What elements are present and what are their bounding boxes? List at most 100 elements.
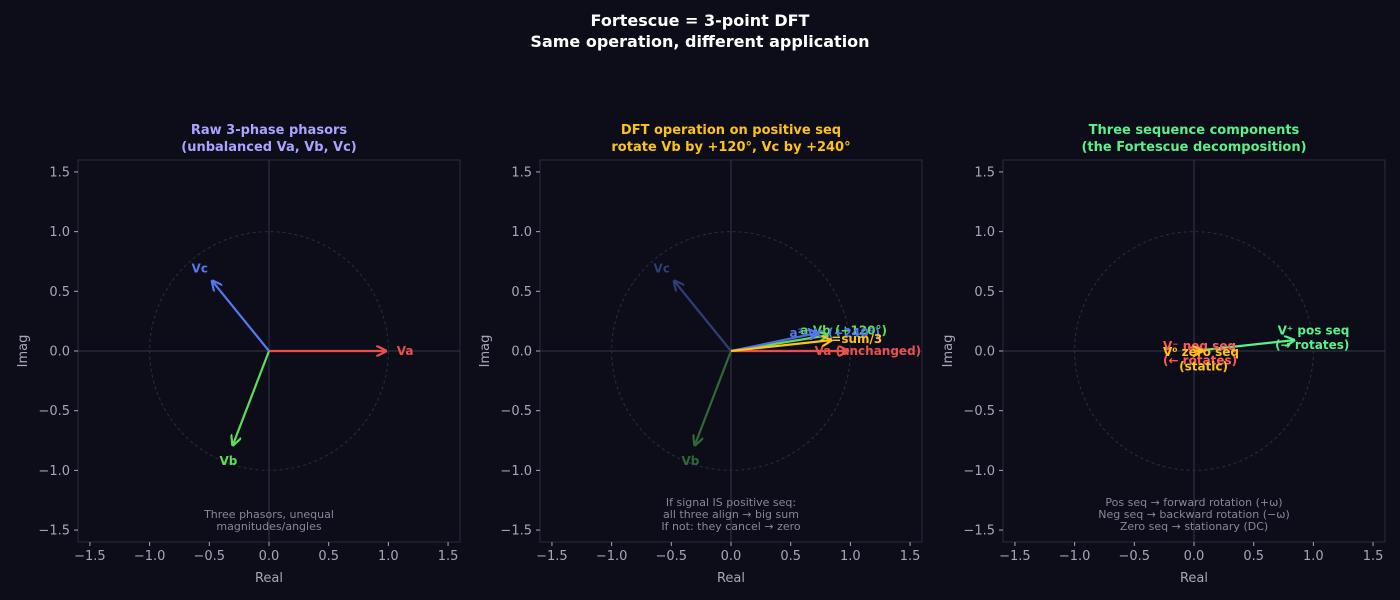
unit-circle xyxy=(611,231,851,471)
y-tick-label: −1.5 xyxy=(38,524,70,539)
panel-note-line: all three align → big sum xyxy=(663,508,799,521)
phasor-arrow xyxy=(730,340,830,353)
panel-note-line: Neg seq → backward rotation (−ω) xyxy=(1098,508,1290,521)
phasor-arrow xyxy=(730,333,817,353)
panel-note-line: Zero seq → stationary (DC) xyxy=(1120,520,1268,533)
phasor-label: V⁺ pos seq xyxy=(1278,324,1350,338)
phasor-arrow xyxy=(695,350,733,444)
y-tick-label: −1.5 xyxy=(963,524,995,539)
y-axis-label: Imag xyxy=(16,335,31,368)
y-tick-label: −1.0 xyxy=(500,464,532,479)
x-tick-label: −1.5 xyxy=(74,549,106,564)
panel-title-line: Raw 3-phase phasors xyxy=(191,123,348,138)
chart-panel-1: −1.5 −1.0 −0.5 0.0 0.5 1.0 1.5 1.5 1.0 0.5 0.0 −0.5… xyxy=(16,123,461,586)
panel-title-line: (the Fortescue decomposition) xyxy=(1081,140,1306,155)
y-tick-label: 1.5 xyxy=(49,165,70,180)
panel-note-line: Three phasors, unequal xyxy=(203,508,334,521)
x-axis-label: Real xyxy=(255,571,283,586)
y-tick-label: 1.0 xyxy=(974,225,995,240)
phasor-label: a·Vb (+120°) xyxy=(800,324,887,338)
x-tick-label: −0.5 xyxy=(194,549,226,564)
phasor-label-secondary: (static) xyxy=(1179,360,1228,374)
phasor-sum-3: =sum/3 xyxy=(730,332,882,353)
figure-title: Fortescue = 3-point DFT Same operation, … xyxy=(530,11,869,51)
phasor-label: Vb xyxy=(681,454,699,468)
x-tick-label: 1.0 xyxy=(1303,549,1324,564)
x-tick-label: −1.0 xyxy=(596,549,628,564)
x-tick-label: 0.5 xyxy=(1243,549,1264,564)
phasor-arrow xyxy=(675,282,732,352)
chart-panel-2: −1.5 −1.0 −0.5 0.0 0.5 1.0 1.5 1.5 1.0 0.5 0.0 −0.5… xyxy=(478,123,923,586)
x-tick-label: −0.5 xyxy=(656,549,688,564)
x-tick-label: 1.5 xyxy=(900,549,921,564)
y-tick-label: −1.0 xyxy=(38,464,70,479)
panel-title-line: Three sequence components xyxy=(1089,123,1300,138)
y-tick-label: −0.5 xyxy=(38,404,70,419)
phasor-a-vc: a²·Vc (+240°) xyxy=(730,326,880,353)
y-tick-label: 0.0 xyxy=(511,345,532,360)
x-tick-label: −0.5 xyxy=(1119,549,1151,564)
phasor-label-secondary: (← rotates) xyxy=(1163,354,1237,368)
phasor-arrow xyxy=(233,350,271,444)
x-tick-label: 1.0 xyxy=(840,549,861,564)
panel-title-line: DFT operation on positive seq xyxy=(621,123,841,138)
phasor-label: Vc xyxy=(654,262,670,276)
unit-circle xyxy=(1074,231,1314,471)
phasor-arrow xyxy=(213,282,270,352)
x-tick-label: 0.5 xyxy=(780,549,801,564)
phasor-va: Va (unchanged) xyxy=(731,344,921,358)
phasor-label: =sum/3 xyxy=(831,332,882,346)
y-tick-label: 0.5 xyxy=(511,285,532,300)
phasor-v-: V⁺ pos seq(→ rotates) xyxy=(1193,324,1350,353)
y-tick-label: 1.5 xyxy=(511,165,532,180)
panel-title-line: (unbalanced Va, Vb, Vc) xyxy=(181,140,357,155)
x-tick-label: −1.5 xyxy=(999,549,1031,564)
phasor-vc: Vc xyxy=(654,262,732,352)
phasor-vb: Vb xyxy=(681,350,733,468)
y-tick-label: 1.0 xyxy=(511,225,532,240)
y-tick-label: 1.0 xyxy=(49,225,70,240)
phasor-va: Va xyxy=(269,344,413,358)
y-axis-label: Imag xyxy=(941,335,956,368)
y-tick-label: −0.5 xyxy=(963,404,995,419)
phasor-vc: Vc xyxy=(192,262,270,352)
phasor-label: Vc xyxy=(192,262,208,276)
phasor-label: Vb xyxy=(219,454,237,468)
x-tick-label: 0.0 xyxy=(259,549,280,564)
x-tick-label: 1.0 xyxy=(378,549,399,564)
y-tick-label: 0.5 xyxy=(974,285,995,300)
figure-title-line-2: Same operation, different application xyxy=(530,32,869,51)
unit-circle xyxy=(149,231,389,471)
phasor-label: a²·Vc (+240°) xyxy=(789,326,880,340)
y-axis-label: Imag xyxy=(478,335,493,368)
chart-panel-3: −1.5 −1.0 −0.5 0.0 0.5 1.0 1.5 1.5 1.0 0.5 0.0 −0.5… xyxy=(941,123,1386,586)
y-tick-label: 0.0 xyxy=(49,345,70,360)
phasor-label-secondary: (→ rotates) xyxy=(1275,338,1349,352)
panel-note-line: magnitudes/angles xyxy=(216,520,321,533)
x-tick-label: −1.5 xyxy=(536,549,568,564)
y-tick-label: 0.5 xyxy=(49,285,70,300)
figure-title-line-1: Fortescue = 3-point DFT xyxy=(591,11,810,30)
panel-note-line: If signal IS positive seq: xyxy=(666,496,796,509)
phasor-label: Va xyxy=(397,344,414,358)
y-tick-label: 0.0 xyxy=(974,345,995,360)
phasor-vb: Vb xyxy=(219,350,271,468)
panel-note-line: Pos seq → forward rotation (+ω) xyxy=(1105,496,1282,509)
y-tick-label: −1.0 xyxy=(963,464,995,479)
x-tick-label: 1.5 xyxy=(1363,549,1384,564)
x-tick-label: 0.0 xyxy=(1184,549,1205,564)
phasor-label: V⁰ zero seq xyxy=(1163,345,1239,359)
x-tick-label: −1.0 xyxy=(1059,549,1091,564)
y-tick-label: 1.5 xyxy=(974,165,995,180)
x-tick-label: −1.0 xyxy=(134,549,166,564)
y-tick-label: −1.5 xyxy=(500,524,532,539)
phasor-label: Va (unchanged) xyxy=(815,344,922,358)
x-axis-label: Real xyxy=(717,571,745,586)
panel-title-line: rotate Vb by +120°, Vc by +240° xyxy=(611,140,850,155)
x-tick-label: 1.5 xyxy=(438,549,459,564)
phasor-arrow xyxy=(1193,340,1293,353)
panel-note-line: If not: they cancel → zero xyxy=(661,520,801,533)
x-tick-label: 0.5 xyxy=(318,549,339,564)
y-tick-label: −0.5 xyxy=(500,404,532,419)
